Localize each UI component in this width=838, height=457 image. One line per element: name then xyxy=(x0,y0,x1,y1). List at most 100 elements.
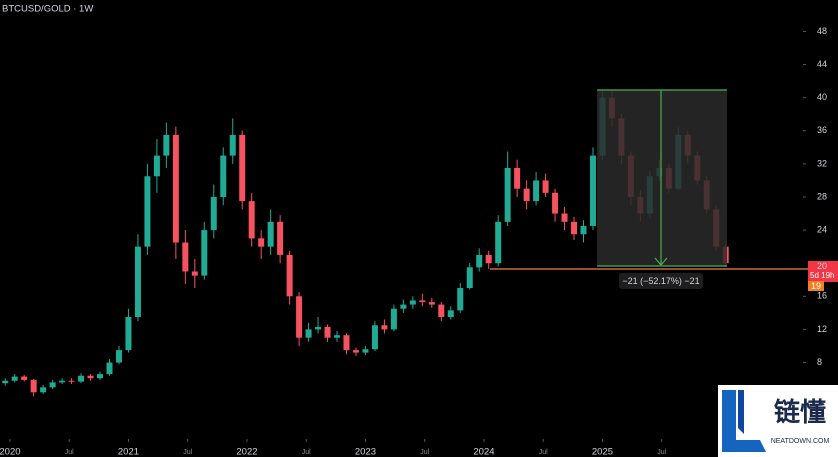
x-tick-label: 2020 xyxy=(0,447,21,457)
level-label: 19 xyxy=(811,281,821,291)
candle-body xyxy=(589,155,596,226)
x-tick-label: Jul xyxy=(657,449,666,456)
watermark-logo-accent xyxy=(738,390,744,434)
candle-body xyxy=(125,316,132,351)
x-tick-label: Jul xyxy=(420,449,429,456)
candle-body xyxy=(267,221,274,247)
x-tick-label: 2022 xyxy=(236,447,257,457)
candle-body xyxy=(172,134,179,243)
candle-body xyxy=(30,379,37,393)
x-tick-label: 2024 xyxy=(473,447,494,457)
candle-body xyxy=(106,362,113,375)
candle-body xyxy=(476,254,483,268)
candle-body xyxy=(428,302,435,305)
y-tick-label: 12 xyxy=(817,324,827,334)
y-tick-label: 44 xyxy=(817,59,827,69)
candle-body xyxy=(11,376,18,381)
candle-body xyxy=(40,387,47,393)
measure-label-box xyxy=(619,273,703,289)
candle-body xyxy=(2,380,9,384)
candle-body xyxy=(523,188,530,202)
measure-box xyxy=(597,90,727,266)
chart-title: BTCUSD/GOLD · 1W xyxy=(2,4,93,15)
candle-body xyxy=(457,288,464,311)
candle-body xyxy=(296,296,303,338)
measure-label: −21 (−52.17%) −21 xyxy=(622,276,699,286)
y-tick-label: 16 xyxy=(817,291,827,301)
watermark-brand: 链懂 xyxy=(774,397,826,427)
candle-body xyxy=(334,335,341,338)
candle-body xyxy=(115,350,122,363)
watermark-site: NEATDOWN.COM xyxy=(771,438,830,445)
candle-body xyxy=(286,254,293,297)
arrow-head xyxy=(654,257,668,266)
candle-body xyxy=(87,375,94,379)
candle-body xyxy=(163,134,170,156)
candle-body xyxy=(220,155,227,197)
candle-body xyxy=(552,192,559,214)
candle-body xyxy=(343,335,350,351)
candle-body xyxy=(514,168,521,189)
candle-body xyxy=(381,325,388,330)
x-tick-label: Jul xyxy=(183,449,192,456)
candle-body xyxy=(144,176,151,247)
x-tick-label: 2023 xyxy=(355,447,376,457)
y-tick-label: 40 xyxy=(817,92,827,102)
candle-body xyxy=(210,196,217,231)
candle-body xyxy=(229,134,236,156)
candle-body xyxy=(305,329,312,338)
candle-body xyxy=(49,382,56,388)
y-tick-label: 24 xyxy=(817,224,827,234)
candle-body xyxy=(352,350,359,353)
candle-body xyxy=(504,168,511,222)
x-tick-label: Jul xyxy=(65,449,74,456)
candle-body xyxy=(571,221,578,235)
price-axis: 8 12 16 24 28 32 36 40 44 48 2020 Jul 2021 Jul 2022 Jul… xyxy=(0,26,827,457)
level-box xyxy=(808,281,824,291)
candle-body xyxy=(239,134,246,202)
candle-body xyxy=(134,246,141,317)
candle-body xyxy=(59,380,66,383)
y-tick-label: 48 xyxy=(817,26,827,36)
candle-body xyxy=(191,271,198,276)
watermark-logo xyxy=(722,390,766,452)
x-tick-label: Jul xyxy=(539,449,548,456)
candle-body xyxy=(485,254,492,264)
candle-body xyxy=(315,326,322,330)
candle-body xyxy=(390,308,397,330)
x-tick-label: Jul xyxy=(302,449,311,456)
candle-body xyxy=(324,326,331,338)
candle-body xyxy=(68,380,75,382)
y-tick-label: 36 xyxy=(817,125,827,135)
y-tick-label: 32 xyxy=(817,158,827,168)
watermark: 链懂 NEATDOWN.COM xyxy=(718,385,838,457)
candle-body xyxy=(371,325,378,350)
candle-body xyxy=(153,155,160,177)
y-tick-label: 28 xyxy=(817,191,827,201)
x-tick-label: 2021 xyxy=(118,447,139,457)
candle-body xyxy=(495,221,502,264)
candle-body xyxy=(419,300,426,303)
candle-body xyxy=(561,213,568,222)
candle-body xyxy=(97,374,104,379)
candle-body xyxy=(533,180,540,202)
candle-body xyxy=(21,376,28,380)
last-price-label: 20 xyxy=(817,261,827,271)
candle-body xyxy=(447,310,454,317)
candle-body xyxy=(466,267,473,289)
candle-body xyxy=(580,225,587,235)
last-price-box xyxy=(808,261,838,282)
candle-body xyxy=(409,300,416,305)
candle-body xyxy=(182,242,189,272)
countdown: 5d 19h xyxy=(810,271,834,280)
x-tick-label: 2025 xyxy=(592,447,613,457)
candle-body xyxy=(201,230,208,276)
candle-body xyxy=(248,201,255,239)
candle-body xyxy=(258,238,265,247)
candle-body xyxy=(362,349,369,353)
y-tick-label: 8 xyxy=(817,357,822,367)
candle-body xyxy=(78,375,85,382)
candle-body xyxy=(542,180,549,193)
candle-body xyxy=(400,304,407,309)
